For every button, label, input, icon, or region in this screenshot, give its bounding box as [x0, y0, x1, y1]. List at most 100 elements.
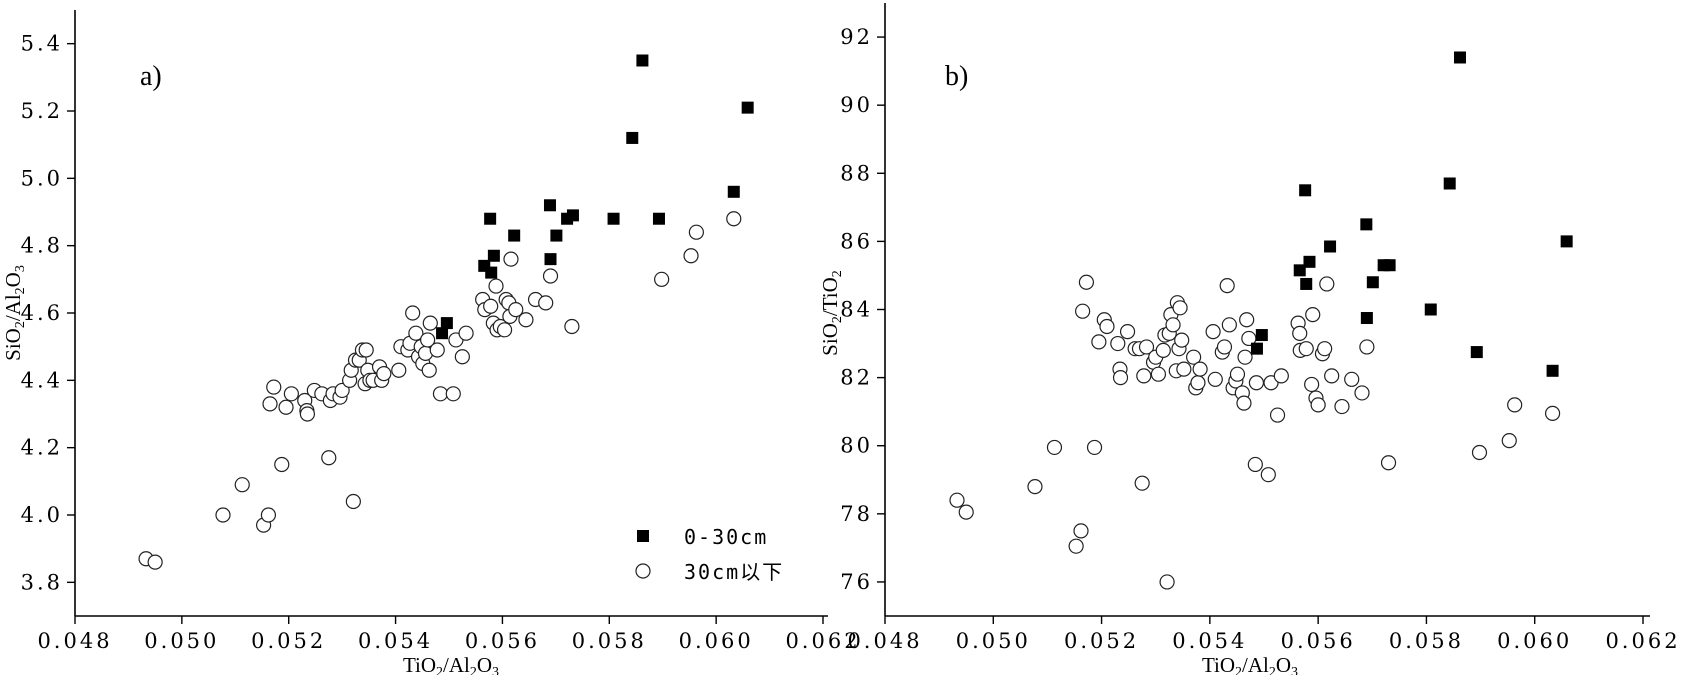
data-point-below-30cm: [1501, 433, 1517, 449]
legend-entry-below-30cm: 30cm以下: [684, 560, 784, 584]
data-point-below-30cm: [147, 554, 163, 570]
data-point-below-30cm: [376, 366, 392, 382]
data-point-below-30cm: [283, 386, 299, 402]
panel-b-y-tick-label: 88: [840, 161, 873, 185]
data-point-below-30cm: [1110, 335, 1126, 352]
data-point-0-30cm: [636, 54, 649, 67]
data-point-0-30cm: [1366, 276, 1379, 289]
data-point-below-30cm: [421, 362, 437, 378]
data-point-below-30cm: [1073, 523, 1089, 539]
data-point-below-30cm: [278, 399, 294, 415]
data-point-below-30cm: [1304, 376, 1320, 393]
data-point-0-30cm: [440, 317, 453, 330]
data-point-below-30cm: [358, 342, 374, 358]
data-point-below-30cm: [454, 349, 470, 365]
data-point-below-30cm: [1099, 318, 1115, 335]
panel-a-scatter-chart: a) 0.048 0.050 0.052 0.054 0.056 0.058 0.060 0.…: [1, 10, 858, 675]
panel-a-y-tick-label: 4.8: [21, 234, 63, 258]
data-point-below-30cm: [345, 493, 361, 510]
data-point-below-30cm: [1334, 398, 1350, 415]
data-point-0-30cm: [626, 131, 639, 144]
data-point-0-30cm: [607, 212, 620, 225]
panel-b-y-tick-label: 84: [840, 298, 873, 322]
data-point-below-30cm: [1248, 375, 1265, 391]
data-point-below-30cm: [1471, 444, 1488, 461]
data-point-0-30cm: [727, 185, 740, 198]
data-point-below-30cm: [1186, 349, 1202, 365]
data-point-below-30cm: [1544, 405, 1561, 421]
data-point-below-30cm: [1260, 467, 1276, 483]
panel-b-x-tick-label: 0.056: [1281, 629, 1356, 653]
data-point-below-30cm: [1138, 339, 1155, 355]
data-point-0-30cm: [1424, 303, 1437, 316]
data-point-below-30cm: [429, 342, 445, 358]
data-point-0-30cm: [1443, 177, 1456, 190]
data-point-below-30cm: [503, 251, 519, 267]
panel-b-scatter-chart: b) 0.048 0.050 0.052 0.054 0.056 0.058 0.060 0.…: [818, 3, 1678, 675]
data-point-below-30cm: [1192, 361, 1208, 377]
data-point-below-30cm: [408, 325, 424, 341]
panel-a-x-tick-label: 0.058: [572, 629, 647, 653]
panel-b-y-tick-label: 86: [840, 229, 873, 253]
data-point-below-30cm: [488, 278, 504, 294]
panel-b-x-tick-label: 0.050: [956, 629, 1031, 653]
data-point-below-30cm: [1324, 368, 1340, 384]
data-point-below-30cm: [518, 312, 534, 328]
data-point-0-30cm: [1299, 184, 1312, 197]
data-point-0-30cm: [1470, 346, 1483, 359]
panel-b-y-tick-label: 90: [840, 93, 873, 117]
panel-a-label: a): [140, 61, 162, 92]
data-point-below-30cm: [1269, 407, 1286, 423]
panel-b-x-tick-label: 0.048: [847, 629, 922, 653]
data-point-below-30cm: [260, 507, 277, 523]
panel-b-y-tick-label: 80: [840, 434, 873, 458]
data-point-below-30cm: [1027, 478, 1043, 495]
data-point-below-30cm: [1134, 475, 1150, 491]
panel-b-y-tick-label: 78: [840, 502, 873, 526]
data-point-below-30cm: [1165, 317, 1181, 333]
data-point-below-30cm: [1507, 397, 1523, 413]
data-point-below-30cm: [1319, 276, 1335, 292]
panel-a-y-tick-label: 3.8: [21, 570, 63, 594]
panel-a-x-tick-label: 0.048: [37, 629, 112, 653]
data-point-below-30cm: [1136, 368, 1152, 384]
data-point-0-30cm: [485, 266, 498, 279]
data-point-0-30cm: [1383, 259, 1396, 272]
data-point-below-30cm: [274, 456, 290, 473]
data-point-below-30cm: [1046, 439, 1063, 456]
legend-entry-0-30cm: 0-30cm: [684, 525, 768, 549]
data-point-below-30cm: [726, 211, 742, 227]
data-point-below-30cm: [949, 492, 965, 508]
data-point-below-30cm: [1068, 538, 1084, 554]
data-point-0-30cm: [1324, 240, 1337, 253]
panel-a-y-tick-label: 4.2: [21, 436, 63, 460]
data-point-below-30cm: [1298, 341, 1314, 357]
panel-b-y-tick-label: 76: [840, 570, 873, 594]
data-point-below-30cm: [321, 450, 337, 466]
data-point-below-30cm: [1119, 324, 1136, 340]
data-point-below-30cm: [1219, 278, 1235, 294]
data-point-below-30cm: [1310, 397, 1326, 413]
data-point-below-30cm: [405, 305, 421, 321]
data-point-below-30cm: [483, 298, 499, 314]
data-point-below-30cm: [496, 322, 513, 338]
data-point-below-30cm: [1359, 339, 1375, 355]
panel-b-x-tick-label: 0.054: [1172, 629, 1247, 653]
data-point-below-30cm: [1159, 574, 1175, 590]
data-point-0-30cm: [508, 229, 521, 242]
data-point-0-30cm: [652, 212, 665, 225]
data-point-0-30cm: [487, 249, 500, 262]
panel-b-y-tick-label: 82: [840, 366, 873, 390]
panel-b-y-tick-label: 92: [840, 25, 873, 49]
data-point-below-30cm: [1174, 332, 1190, 348]
panel-a-y-tick-label: 4.6: [21, 301, 63, 325]
data-point-0-30cm: [544, 253, 557, 266]
data-point-0-30cm: [741, 101, 754, 114]
legend-filled-square-marker: [637, 530, 649, 542]
data-point-below-30cm: [1190, 375, 1206, 391]
data-point-below-30cm: [1239, 312, 1255, 328]
data-point-below-30cm: [422, 315, 438, 331]
data-point-below-30cm: [391, 362, 407, 378]
legend-open-circle-marker: [635, 563, 651, 579]
